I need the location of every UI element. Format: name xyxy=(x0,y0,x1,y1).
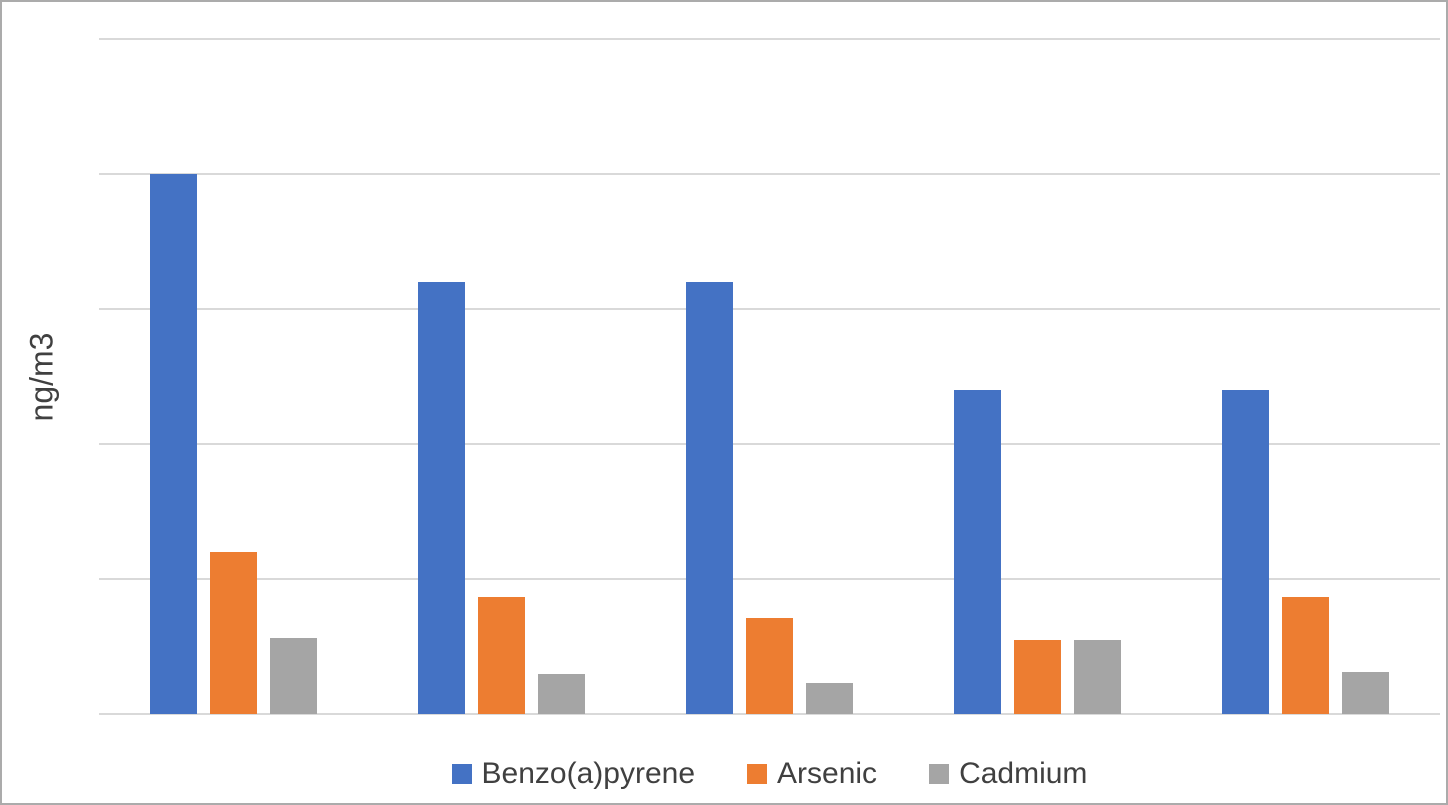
gridline xyxy=(99,578,1440,580)
bar-group-5 xyxy=(1172,39,1440,714)
legend: Benzo(a)pyrene Arsenic Cadmium xyxy=(99,752,1440,796)
bar-group-1 xyxy=(99,39,367,714)
bar-group-3 xyxy=(635,39,903,714)
legend-swatch-icon xyxy=(747,764,768,784)
y-axis-label: ng/m3 xyxy=(23,332,60,422)
bar-benzo-a-pyrene xyxy=(417,282,465,714)
gridlines xyxy=(99,38,1440,715)
legend-item-cadmium: Cadmium xyxy=(929,759,1087,789)
gridline xyxy=(99,173,1440,175)
legend-item-arsenic: Arsenic xyxy=(747,759,877,789)
legend-label: Arsenic xyxy=(777,757,878,790)
bar-cadmium xyxy=(806,682,853,714)
bar-benzo-a-pyrene xyxy=(686,282,733,714)
bar-cadmium xyxy=(269,638,317,714)
x-axis-line xyxy=(99,713,1440,715)
gridline xyxy=(99,38,1440,40)
legend-swatch-icon xyxy=(929,764,950,784)
gridline xyxy=(99,308,1440,310)
plot-area xyxy=(99,38,1440,715)
bar-arsenic xyxy=(1282,596,1330,714)
bar-arsenic xyxy=(746,618,793,714)
bar-cadmium xyxy=(1074,639,1122,714)
gridline xyxy=(99,443,1440,445)
bar-arsenic xyxy=(1014,639,1062,714)
bar-arsenic xyxy=(209,552,257,714)
bar-benzo-a-pyrene xyxy=(149,174,197,714)
bar-benzo-a-pyrene xyxy=(1222,390,1270,714)
bar-group-4 xyxy=(904,39,1172,714)
bar-cadmium xyxy=(537,673,585,714)
bar-group-2 xyxy=(367,39,635,714)
legend-label: Benzo(a)pyrene xyxy=(481,757,696,790)
bar-cadmium xyxy=(1342,672,1390,714)
bar-groups xyxy=(99,39,1440,714)
legend-swatch-icon xyxy=(451,764,472,784)
legend-item-benzo-a-pyrene: Benzo(a)pyrene xyxy=(451,757,696,790)
bar-benzo-a-pyrene xyxy=(954,390,1002,714)
legend-label: Cadmium xyxy=(959,757,1088,790)
bar-arsenic xyxy=(477,596,525,714)
